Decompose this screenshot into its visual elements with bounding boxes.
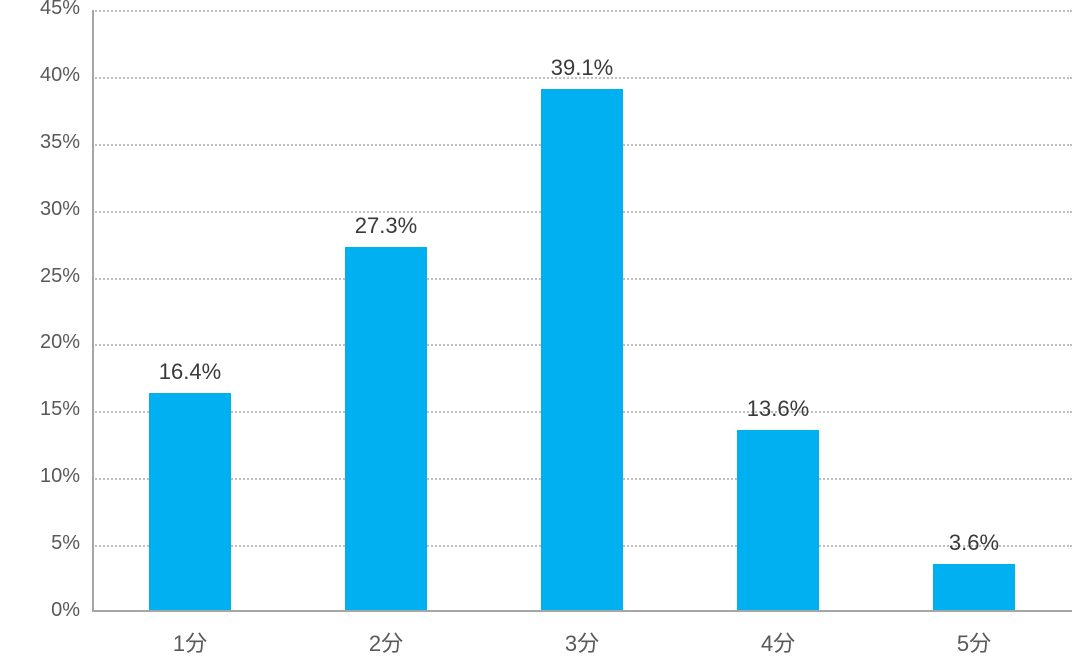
- y-tick-label: 45%: [0, 0, 80, 20]
- bar: [737, 430, 819, 612]
- gridline: [92, 10, 1072, 12]
- plot-area: 16.4% 27.3% 39.1% 13.6% 3.6%: [92, 10, 1072, 612]
- y-tick-label: 5%: [0, 532, 80, 555]
- y-tick-label: 15%: [0, 398, 80, 421]
- bar: [541, 89, 623, 612]
- bar-value-label: 13.6%: [747, 396, 809, 422]
- x-tick-label: 1分: [173, 626, 207, 658]
- y-tick-label: 40%: [0, 64, 80, 87]
- y-tick-label: 30%: [0, 198, 80, 221]
- bar-value-label: 27.3%: [355, 213, 417, 239]
- y-tick-label: 20%: [0, 331, 80, 354]
- x-tick-label: 4分: [761, 626, 795, 658]
- y-tick-label: 35%: [0, 131, 80, 154]
- x-axis-line: [92, 610, 1072, 612]
- x-tick-label: 3分: [565, 626, 599, 658]
- y-tick-label: 10%: [0, 465, 80, 488]
- y-axis-line: [92, 10, 94, 612]
- bar: [933, 564, 1015, 612]
- x-tick-label: 5分: [957, 626, 991, 658]
- y-tick-label: 0%: [0, 599, 80, 622]
- y-tick-label: 25%: [0, 265, 80, 288]
- bar-value-label: 3.6%: [949, 530, 999, 556]
- bar-chart: 16.4% 27.3% 39.1% 13.6% 3.6% 0% 5% 10% 15% 20% 25…: [0, 0, 1080, 672]
- bar-value-label: 39.1%: [551, 55, 613, 81]
- bar: [345, 247, 427, 612]
- bar: [149, 393, 231, 612]
- bar-value-label: 16.4%: [159, 359, 221, 385]
- x-tick-label: 2分: [369, 626, 403, 658]
